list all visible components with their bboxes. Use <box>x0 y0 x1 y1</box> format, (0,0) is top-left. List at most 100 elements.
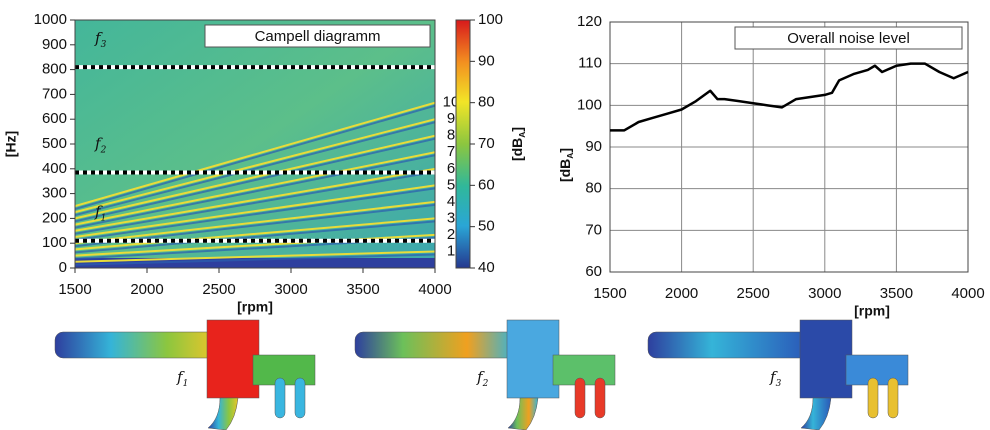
label-subscript: 3 <box>101 40 107 50</box>
label-subscript: A <box>517 132 527 138</box>
colorbar-tick-label: 80 <box>478 94 495 111</box>
order-line-shadow <box>75 137 435 223</box>
label-subscript: 3 <box>776 379 782 389</box>
x-axis-label: [rpm] <box>854 303 890 319</box>
y-tick-label: 600 <box>42 110 67 127</box>
order-line <box>75 250 435 263</box>
label-text: f <box>94 135 103 153</box>
label-text: f <box>94 29 103 47</box>
label-text: [dB <box>509 138 525 161</box>
chart-title: Campell diagramm <box>255 28 381 45</box>
label-subscript: 1 <box>101 213 107 223</box>
order-line-shadow <box>75 220 435 254</box>
y-tick-label: 100 <box>577 96 602 113</box>
resonance-label: f2 <box>94 135 107 156</box>
order-label: 5 <box>447 176 455 193</box>
block <box>506 319 560 399</box>
order-line <box>75 184 435 238</box>
x-tick-label: 2000 <box>130 281 163 298</box>
x-tick-label: 1500 <box>593 285 626 302</box>
y-axis-label: [Hz] <box>3 131 19 157</box>
label-subscript: 1 <box>183 379 189 389</box>
tube-a <box>274 377 286 419</box>
colorbar-tick-label: 40 <box>478 259 495 276</box>
order-label: 1 <box>447 242 455 259</box>
pipe <box>647 331 809 359</box>
tube-b <box>594 377 606 419</box>
y-tick-label: 80 <box>585 180 602 197</box>
resonance-label: f1 <box>94 203 106 224</box>
plot-frame <box>609 21 969 273</box>
label-suffix: ] <box>509 127 525 132</box>
label-text: [dB <box>557 159 573 182</box>
heatmap-background <box>75 20 435 268</box>
mode-shape: f2 <box>354 319 616 430</box>
order-label: 6 <box>447 160 455 177</box>
label-text: f <box>94 203 103 221</box>
elbow <box>207 397 239 430</box>
colorbar <box>455 19 471 269</box>
colorbar-tick-label: 50 <box>478 218 495 235</box>
label-subscript: A <box>565 153 575 159</box>
y-axis-label: [dBA] <box>557 148 576 182</box>
tube-b <box>887 377 899 419</box>
y-tick-label: 100 <box>42 234 67 251</box>
order-label: 7 <box>447 143 455 160</box>
mode-label: f2 <box>476 368 489 389</box>
y-tick-label: 300 <box>42 185 67 202</box>
y-tick-label: 60 <box>585 263 602 280</box>
colorbar-tick-label: 100 <box>478 11 503 28</box>
order-lines <box>75 101 435 266</box>
colorbar-tick-label: 70 <box>478 135 495 152</box>
order-line <box>75 101 435 207</box>
order-label: 9 <box>447 110 455 127</box>
block <box>799 319 853 399</box>
mode-shape: f3 <box>647 319 909 430</box>
y-tick-label: 200 <box>42 209 67 226</box>
colorbar-label: [dBA] <box>509 127 528 161</box>
order-line-shadow <box>75 187 435 241</box>
line-chart: 1500 2000 2500 3000 3500 4000 60 70 80 90 100 110 12… <box>557 13 985 319</box>
order-line-shadow <box>75 154 435 229</box>
title-box <box>204 24 431 48</box>
y-tick-label: 0 <box>59 259 67 276</box>
order-line-shadow <box>75 104 435 210</box>
x-tick-label: 3000 <box>808 285 841 302</box>
order-line <box>75 167 435 232</box>
x-tick-label: 2000 <box>665 285 698 302</box>
y-tick-label: 120 <box>577 13 602 30</box>
pipe <box>354 331 516 359</box>
mode-label: f3 <box>769 368 782 389</box>
title-box <box>734 26 963 50</box>
order-line <box>75 134 435 220</box>
mode-shape: f1 <box>54 319 316 430</box>
data-line <box>610 62 969 132</box>
order-line <box>75 151 435 226</box>
chart-title: Overall noise level <box>787 30 910 47</box>
y-tick-label: 800 <box>42 61 67 78</box>
x-tick-label: 2500 <box>737 285 770 302</box>
x-tick-label: 4000 <box>418 281 451 298</box>
block <box>206 319 260 399</box>
heatmap-low-band <box>75 258 435 268</box>
order-line-shadow <box>75 121 435 217</box>
mode-label: f1 <box>176 368 188 389</box>
y-tick-label: 1000 <box>34 11 67 28</box>
order-line <box>75 200 435 245</box>
y-tick-label: 500 <box>42 135 67 152</box>
y-tick-label: 700 <box>42 85 67 102</box>
tube-a <box>574 377 586 419</box>
order-line-shadow <box>75 253 435 266</box>
tube-a <box>867 377 879 419</box>
x-tick-label: 3000 <box>274 281 307 298</box>
order-line <box>75 233 435 257</box>
x-tick-label: 3500 <box>346 281 379 298</box>
x-tick-label: 1500 <box>58 281 91 298</box>
label-text: f <box>769 368 778 386</box>
order-line <box>75 217 435 251</box>
label-subscript: 2 <box>100 145 107 155</box>
elbow <box>507 397 539 430</box>
order-label: 8 <box>447 127 455 144</box>
pipe <box>54 331 216 359</box>
